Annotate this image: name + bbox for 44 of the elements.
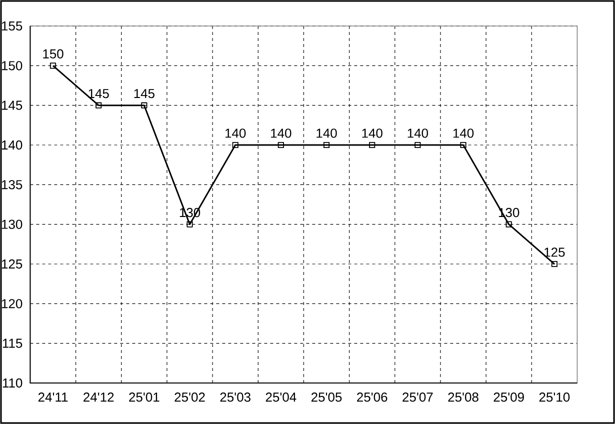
y-tick-label: 110 [2, 378, 22, 388]
data-label: 140 [408, 128, 428, 138]
x-tick-label: 25'04 [266, 392, 296, 402]
y-tick-label: 115 [2, 338, 22, 348]
point [96, 102, 102, 108]
x-tick-label: 25'07 [402, 392, 433, 402]
point [141, 102, 148, 108]
data-label: 140 [271, 128, 292, 138]
data-label: 140 [316, 128, 337, 138]
data-label: 140 [225, 128, 246, 138]
x-tick-label: 24'12 [84, 392, 114, 402]
x-tick-label: 25'03 [220, 392, 250, 402]
y-tick-label: 140 [2, 140, 22, 150]
y-tick-label: 135 [2, 180, 22, 190]
point [278, 142, 284, 148]
x-tick-label: 25'06 [357, 392, 388, 402]
x-tick-label: 24'11 [38, 392, 68, 402]
point [369, 142, 376, 148]
y-tick-label: 130 [2, 220, 22, 229]
point [186, 221, 193, 228]
x-tick-label: 25'09 [494, 392, 524, 402]
point [323, 142, 330, 148]
y-tick-label: 120 [2, 299, 22, 308]
point [232, 142, 238, 148]
y-tick-label: 125 [2, 259, 22, 269]
point [50, 62, 56, 69]
data-label: 125 [544, 248, 565, 257]
data-label: 140 [362, 128, 382, 138]
data-label: 145 [88, 89, 109, 98]
point [460, 142, 466, 148]
x-tick-label: 25'10 [539, 392, 570, 402]
x-tick-label: 25'01 [129, 392, 160, 402]
x-tick-label: 25'05 [311, 392, 342, 402]
data-label: 145 [134, 89, 154, 98]
data-label: 140 [453, 128, 474, 138]
y-tick-label: 150 [2, 61, 22, 70]
point [506, 221, 512, 228]
x-tick-label: 25'08 [448, 392, 478, 402]
y-tick-label: 145 [2, 100, 22, 110]
point [551, 260, 558, 268]
x-tick-label: 25'02 [174, 392, 205, 402]
data-label: 150 [43, 49, 64, 58]
point [414, 142, 421, 148]
y-tick-label: 155 [2, 21, 22, 31]
